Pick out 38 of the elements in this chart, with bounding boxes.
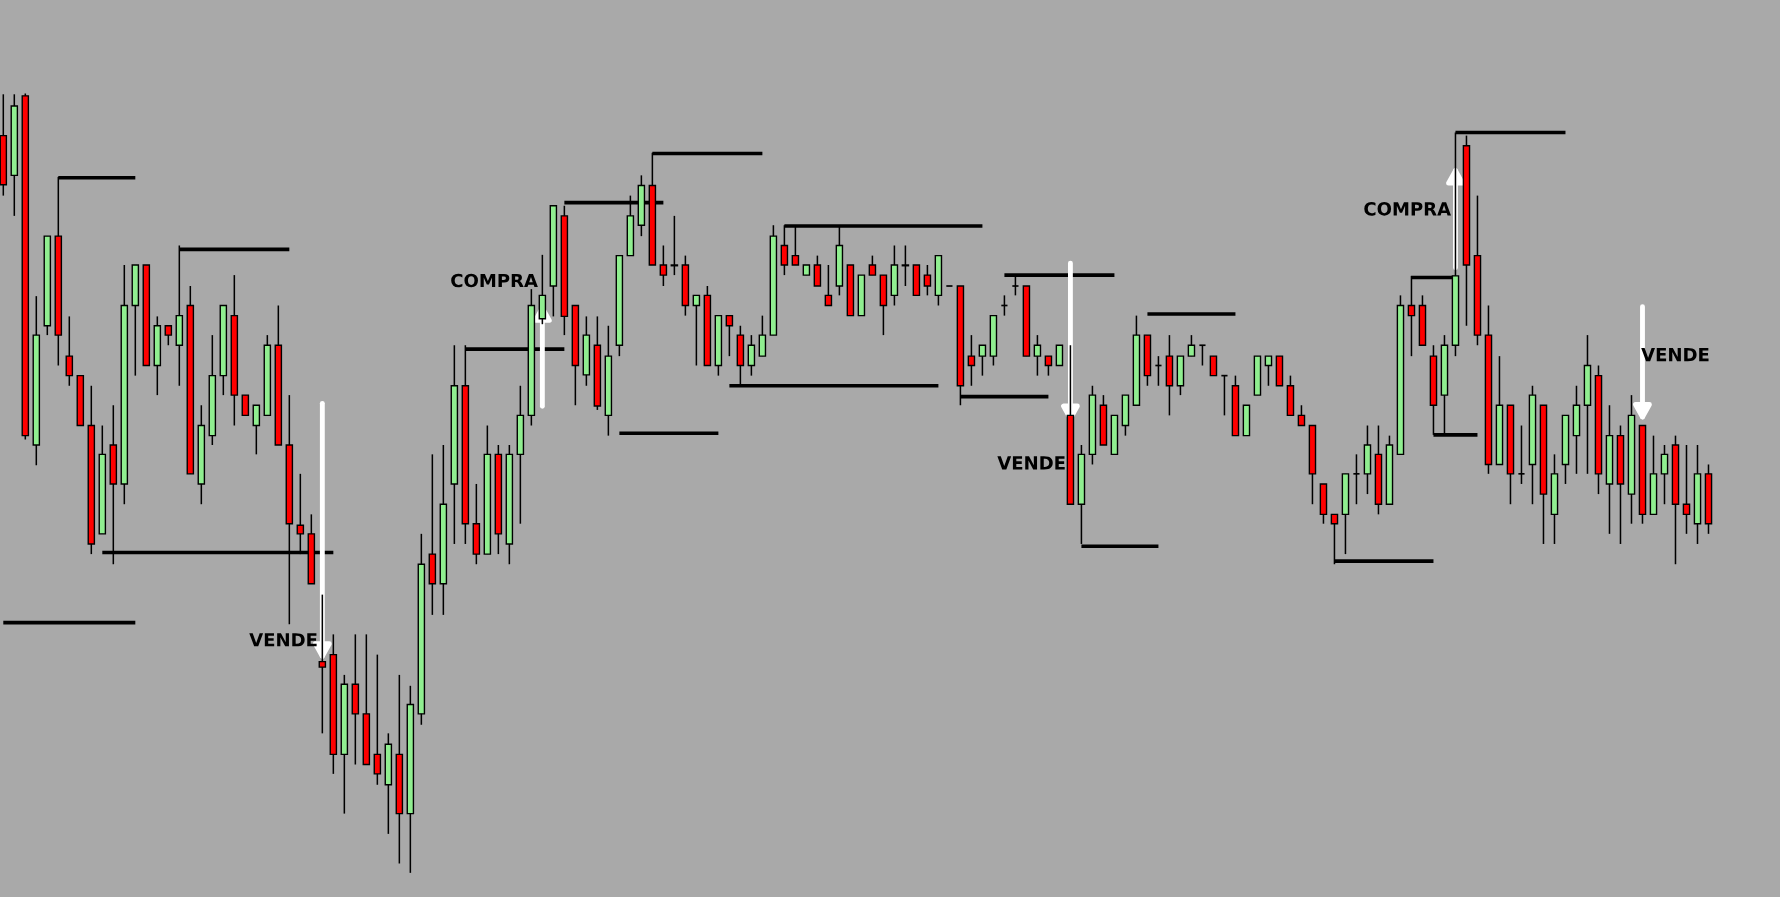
annotation: VENDE: [249, 633, 317, 647]
candlestick: [164, 324, 173, 347]
candlestick: [813, 254, 822, 287]
candlestick: [373, 653, 382, 786]
candlestick: [1297, 404, 1306, 427]
candlestick: [692, 294, 701, 367]
candlestick: [1187, 334, 1196, 357]
candlestick: [1209, 355, 1218, 377]
candlestick: [758, 314, 767, 357]
candlestick: [725, 314, 734, 357]
candlestick: [1517, 424, 1526, 485]
candlestick: [241, 394, 250, 417]
candlestick: [901, 244, 910, 287]
candlestick: [747, 334, 756, 377]
candlestick: [978, 344, 987, 377]
annotation: COMPRA: [1364, 202, 1451, 216]
candlestick: [65, 315, 74, 387]
candlestick: [1044, 355, 1053, 377]
candlestick: [1660, 444, 1669, 505]
candlestick: [1264, 355, 1273, 387]
candlestick: [967, 334, 976, 387]
candlestick: [1055, 344, 1064, 367]
candlestick: [1033, 334, 1042, 377]
candlestick: [1407, 275, 1416, 357]
candlestick: [791, 224, 800, 266]
candlestick: [923, 264, 932, 297]
candlestick: [659, 244, 668, 287]
candlestick: [824, 264, 833, 307]
candlestick: [780, 224, 789, 276]
candlestick: [1198, 344, 1207, 367]
annotation: COMPRA: [451, 273, 538, 288]
candlestick: [868, 254, 877, 276]
annotation: VENDE: [1641, 347, 1709, 362]
candlestick: [252, 404, 261, 456]
candlestick: [670, 215, 679, 276]
candlestick: [1352, 453, 1361, 505]
annotation: VENDE: [997, 456, 1065, 470]
candlestick: [1682, 444, 1691, 535]
